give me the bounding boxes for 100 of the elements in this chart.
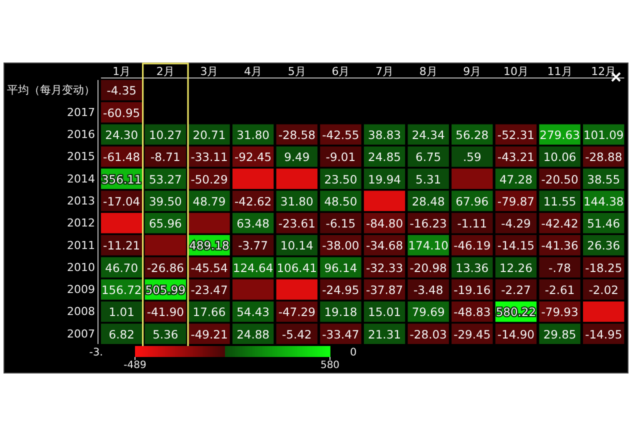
- data-label: -4.35: [106, 84, 136, 98]
- data-label: 38.83: [368, 128, 401, 142]
- x-tick-label: 10月: [503, 65, 528, 78]
- data-label: 51.46: [587, 216, 620, 231]
- data-label: -49.21: [190, 327, 228, 342]
- data-label: -24.95: [322, 283, 360, 298]
- data-label: -8.71: [150, 150, 180, 164]
- data-label: 580.22: [496, 305, 536, 320]
- data-label: 38.55: [587, 172, 620, 186]
- data-label: 15.01: [368, 305, 401, 320]
- x-tick-label: 7月: [376, 65, 394, 78]
- data-label: -2.27: [501, 283, 531, 298]
- data-label: -79.93: [541, 305, 578, 320]
- data-label: -14.15: [497, 238, 535, 253]
- y-tick-label: 2013: [67, 194, 95, 208]
- data-label: 21.31: [368, 327, 401, 342]
- data-label: -32.33: [366, 260, 404, 275]
- data-label: -42.55: [322, 128, 360, 142]
- data-label: -19.16: [454, 283, 491, 298]
- data-label: 19.18: [324, 305, 358, 320]
- data-label: 12.26: [500, 260, 532, 275]
- data-label: 96.14: [324, 260, 358, 275]
- data-label: 10.14: [280, 238, 314, 253]
- data-label: -9.01: [326, 150, 356, 164]
- data-label: -61.48: [103, 150, 140, 164]
- data-label: 156.72: [101, 283, 142, 298]
- data-label: -28.88: [585, 150, 622, 164]
- data-label: 63.48: [236, 216, 270, 231]
- data-label: 19.94: [368, 172, 401, 186]
- data-label: 48.50: [324, 194, 358, 208]
- y-tick-label: 平均（每月变动）: [7, 84, 95, 97]
- data-label: 24.34: [412, 128, 445, 142]
- data-label: 5.31: [416, 172, 442, 186]
- data-label: 6.82: [108, 327, 134, 342]
- y-tick-label: 2010: [67, 260, 95, 274]
- x-tick-label: 2月: [156, 65, 174, 78]
- data-label: -23.47: [190, 283, 228, 298]
- data-label: 24.88: [236, 327, 270, 342]
- data-label: -42.42: [541, 216, 578, 231]
- data-label: 39.50: [148, 194, 182, 208]
- data-label: 489.18: [189, 238, 230, 253]
- data-label: -20.98: [410, 260, 447, 275]
- data-label: -50.29: [190, 172, 228, 186]
- data-label: 20.71: [192, 128, 226, 142]
- x-tick-label: 5月: [288, 65, 306, 78]
- data-label: 10.06: [543, 150, 576, 164]
- data-label: 5.36: [152, 327, 178, 342]
- x-tick-label: 11月: [547, 65, 572, 78]
- data-label: -18.25: [585, 260, 622, 275]
- data-label: -4.29: [501, 216, 531, 231]
- data-label: 144.38: [583, 194, 624, 208]
- data-label: 356.11: [101, 172, 142, 186]
- data-label: 101.09: [583, 128, 624, 142]
- data-label: 13.36: [456, 260, 489, 275]
- data-label: -42.62: [234, 194, 272, 208]
- data-label: -34.68: [366, 238, 404, 253]
- data-label: 47.28: [500, 172, 532, 186]
- data-label: -5.42: [282, 327, 312, 342]
- data-label: -46.19: [454, 238, 491, 253]
- data-label: -37.87: [366, 283, 404, 298]
- data-label: 31.80: [236, 128, 270, 142]
- data-label: -17.04: [103, 194, 140, 208]
- data-label: -43.21: [497, 150, 535, 164]
- data-label: -52.31: [497, 128, 535, 142]
- data-label: -33.47: [322, 327, 360, 342]
- y-tick-label: 2011: [67, 238, 95, 252]
- data-label: -16.23: [410, 216, 447, 231]
- data-label: 24.85: [368, 150, 401, 164]
- data-label: -45.54: [190, 260, 228, 275]
- data-label: 79.69: [412, 305, 445, 320]
- data-label: 17.66: [192, 305, 226, 320]
- x-tick-label: 9月: [463, 65, 482, 78]
- data-label: -48.83: [454, 305, 491, 320]
- data-label: -.78: [548, 260, 572, 275]
- data-label: -29.45: [454, 327, 491, 342]
- data-label: 67.96: [456, 194, 489, 208]
- data-label: -11.21: [103, 238, 140, 253]
- x-tick-label: 3月: [200, 65, 218, 78]
- y-tick-label: 2008: [67, 305, 95, 318]
- data-label: 53.27: [148, 172, 182, 186]
- data-label: 6.75: [416, 150, 442, 164]
- data-label: 10.27: [148, 128, 182, 142]
- y-tick-label: 2015: [67, 150, 95, 164]
- data-label: 26.36: [587, 238, 620, 253]
- data-label: -41.36: [541, 238, 578, 253]
- y-tick-label: 2007: [67, 327, 95, 340]
- data-label: 65.96: [148, 216, 182, 231]
- data-label: 9.49: [284, 150, 310, 164]
- data-label: -14.95: [585, 327, 622, 342]
- data-label: 124.64: [232, 260, 274, 275]
- data-label: 54.43: [236, 305, 270, 320]
- data-label: 174.10: [408, 238, 448, 253]
- data-label: .59: [463, 150, 482, 164]
- data-label: -26.86: [146, 260, 184, 275]
- data-label: -38.00: [322, 238, 360, 253]
- data-label: 1.01: [108, 305, 134, 320]
- data-label: -47.29: [278, 305, 316, 320]
- data-label: -1.11: [457, 216, 488, 231]
- y-tick-label: 2012: [67, 216, 95, 230]
- annotation: -3.: [89, 346, 103, 358]
